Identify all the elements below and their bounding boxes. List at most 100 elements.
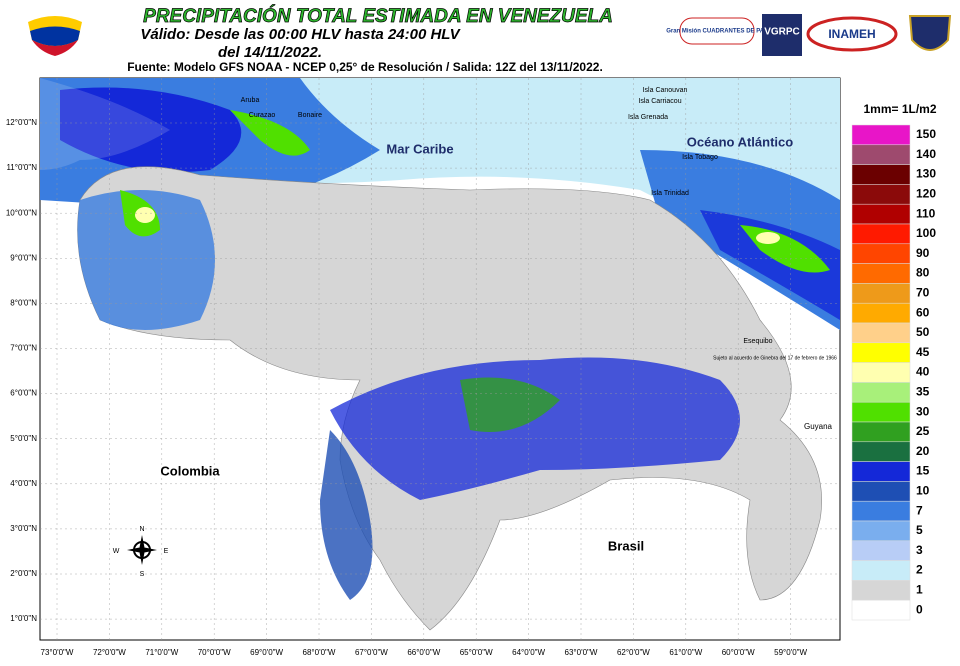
legend-swatch bbox=[851, 283, 911, 304]
legend-value: 130 bbox=[916, 167, 936, 181]
place-label: Mar Caribe bbox=[386, 141, 453, 156]
legend-swatch bbox=[851, 540, 911, 561]
legend-swatch bbox=[851, 441, 911, 462]
place-label: Sujeto al acuerdo de Ginebra del 17 de f… bbox=[713, 355, 837, 361]
legend-value: 150 bbox=[916, 127, 936, 141]
logo-text: VGRPC bbox=[764, 27, 800, 38]
place-label: Aruba bbox=[241, 97, 260, 104]
lat-label: 1°0'0"N bbox=[10, 614, 37, 623]
legend-value: 50 bbox=[916, 325, 930, 339]
lon-label: 67°0'0"W bbox=[355, 648, 388, 657]
map bbox=[39, 77, 841, 641]
legend-value: 10 bbox=[916, 483, 930, 497]
legend-swatch bbox=[851, 203, 911, 225]
logo-frame bbox=[806, 16, 898, 52]
lat-label: 4°0'0"N bbox=[10, 479, 37, 488]
place-label: Brasil bbox=[608, 538, 644, 553]
legend-value: 30 bbox=[916, 404, 930, 418]
place-label: Isla Canouvan bbox=[643, 87, 688, 94]
legend-swatch bbox=[851, 243, 911, 264]
lat-label: 11°0'0"N bbox=[6, 163, 37, 172]
legend-swatch bbox=[851, 560, 911, 581]
logo-frame bbox=[762, 14, 802, 56]
logo-text: Gran Misión CUADRANTES DE PAZ bbox=[666, 29, 768, 35]
lat-label: 12°0'0"N bbox=[6, 118, 37, 127]
legend-value: 100 bbox=[916, 226, 936, 240]
place-label: Colombia bbox=[160, 463, 220, 478]
place-label: Guyana bbox=[804, 422, 833, 431]
legend-swatch bbox=[851, 263, 911, 284]
legend-swatch bbox=[851, 401, 911, 423]
legend-swatch bbox=[851, 184, 911, 205]
legend-value: 70 bbox=[916, 285, 930, 299]
legend-swatch bbox=[851, 481, 911, 502]
place-label: Bonaire bbox=[298, 112, 322, 119]
legend-swatch bbox=[851, 144, 911, 165]
place-label: Isla Trinidad bbox=[651, 190, 689, 197]
legend-value: 35 bbox=[916, 384, 930, 398]
lon-label: 63°0'0"W bbox=[565, 648, 598, 657]
lon-label: 71°0'0"W bbox=[145, 648, 178, 657]
legend-unit: 1mm= 1L/m2 bbox=[863, 102, 936, 116]
legend-value: 0 bbox=[916, 602, 923, 616]
place-label: Isla Tobago bbox=[682, 154, 718, 161]
source-text: Fuente: Modelo GFS NOAA - NCEP 0,25° de … bbox=[127, 60, 603, 74]
legend-value: 1 bbox=[916, 582, 923, 596]
legend-swatch bbox=[851, 302, 911, 324]
legend-value: 60 bbox=[916, 305, 930, 319]
lon-label: 72°0'0"W bbox=[93, 648, 126, 657]
legend-swatch bbox=[851, 223, 911, 245]
place-labels: Mar Caribe Océano Atlántico Colombia Brasil… bbox=[113, 87, 837, 578]
lon-label: 61°0'0"W bbox=[669, 648, 702, 657]
lon-label: 65°0'0"W bbox=[460, 648, 493, 657]
valid-text: Válido: Desde las 00:00 HLV hasta 24:00 … bbox=[140, 26, 461, 43]
legend-value: 140 bbox=[916, 147, 936, 161]
legend-value: 3 bbox=[916, 543, 923, 557]
legend-swatch bbox=[851, 382, 911, 403]
compass-letter: W bbox=[113, 548, 120, 555]
graticule: 12°0'0"N 11°0'0"N 10°0'0"N 9°0'0"N 8°0'0"N 7°… bbox=[6, 78, 840, 657]
lon-label: 62°0'0"W bbox=[617, 648, 650, 657]
lon-label: 59°0'0"W bbox=[774, 648, 807, 657]
legend-value: 15 bbox=[916, 464, 930, 478]
legend-value: 25 bbox=[916, 424, 930, 438]
compass-letter: S bbox=[140, 571, 145, 578]
lon-label: 73°0'0"W bbox=[41, 648, 74, 657]
lon-label: 64°0'0"W bbox=[512, 648, 545, 657]
lat-label: 9°0'0"N bbox=[10, 253, 37, 262]
shield-logo bbox=[908, 15, 952, 51]
legend-swatch bbox=[851, 164, 911, 185]
flag-logo bbox=[28, 16, 82, 56]
legend-swatch bbox=[851, 322, 911, 344]
logo-text: INAMEH bbox=[828, 27, 875, 41]
legend-value: 40 bbox=[916, 365, 930, 379]
legend-swatch bbox=[851, 421, 911, 443]
legend-value: 110 bbox=[916, 206, 936, 220]
lon-label: 66°0'0"W bbox=[407, 648, 440, 657]
lat-label: 8°0'0"N bbox=[10, 299, 37, 308]
legend: 1mm= 1L/m2150140130120110100908070605045… bbox=[851, 102, 937, 621]
logos: Gran Misión CUADRANTES DE PAZ VGRPC INAM… bbox=[666, 14, 952, 56]
lat-label: 3°0'0"N bbox=[10, 524, 37, 533]
lon-label: 68°0'0"W bbox=[303, 648, 336, 657]
lat-label: 5°0'0"N bbox=[10, 434, 37, 443]
compass-letter: E bbox=[164, 548, 169, 555]
logo-frame bbox=[679, 17, 755, 45]
legend-swatch bbox=[851, 362, 911, 383]
legend-value: 80 bbox=[916, 266, 930, 280]
place-label: Océano Atlántico bbox=[687, 134, 793, 149]
place-label: Isla Grenada bbox=[628, 114, 668, 121]
compass-letter: N bbox=[139, 526, 144, 533]
date-text: del 14/11/2022. bbox=[218, 44, 322, 61]
legend-value: 7 bbox=[916, 503, 923, 517]
legend-value: 5 bbox=[916, 523, 923, 537]
title: PRECIPITACIÓN TOTAL ESTIMADA EN VENEZUEL… bbox=[143, 5, 613, 27]
lat-label: 2°0'0"N bbox=[10, 569, 37, 578]
legend-value: 90 bbox=[916, 246, 930, 260]
legend-swatch bbox=[851, 461, 911, 482]
legend-swatch bbox=[851, 124, 911, 146]
legend-value: 45 bbox=[916, 345, 930, 359]
legend-value: 120 bbox=[916, 186, 936, 200]
